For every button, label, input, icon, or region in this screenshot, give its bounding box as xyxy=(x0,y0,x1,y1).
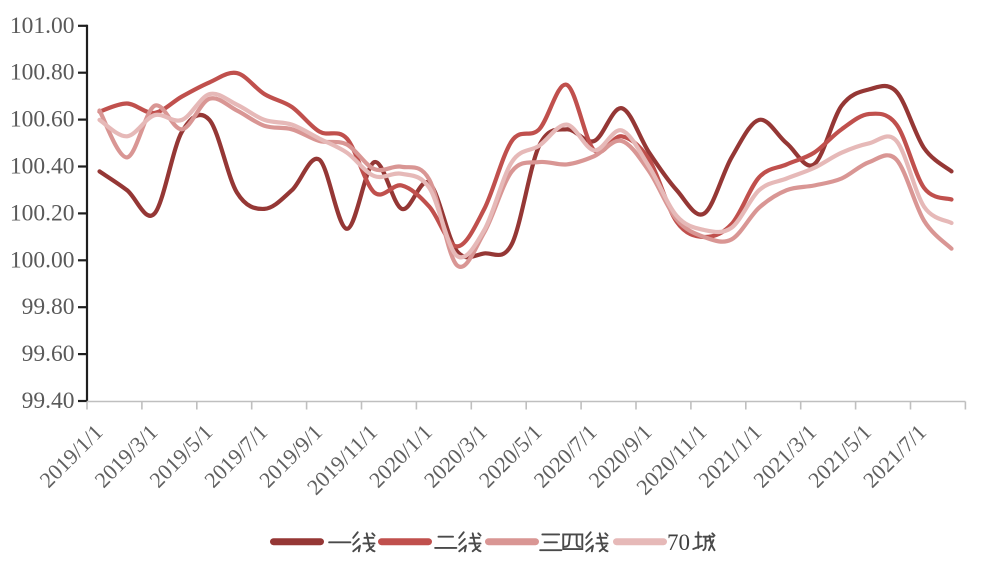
svg-text:70: 70 xyxy=(667,530,690,555)
svg-text:100.60: 100.60 xyxy=(10,107,75,133)
svg-text:99.60: 99.60 xyxy=(22,341,75,367)
svg-text:100.20: 100.20 xyxy=(10,200,75,226)
svg-text:101.00: 101.00 xyxy=(10,13,75,39)
svg-text:100.00: 100.00 xyxy=(10,247,75,273)
svg-text:100.40: 100.40 xyxy=(10,154,75,180)
svg-text:99.40: 99.40 xyxy=(22,388,75,414)
svg-text:100.80: 100.80 xyxy=(10,60,75,86)
svg-text:99.80: 99.80 xyxy=(22,294,75,320)
